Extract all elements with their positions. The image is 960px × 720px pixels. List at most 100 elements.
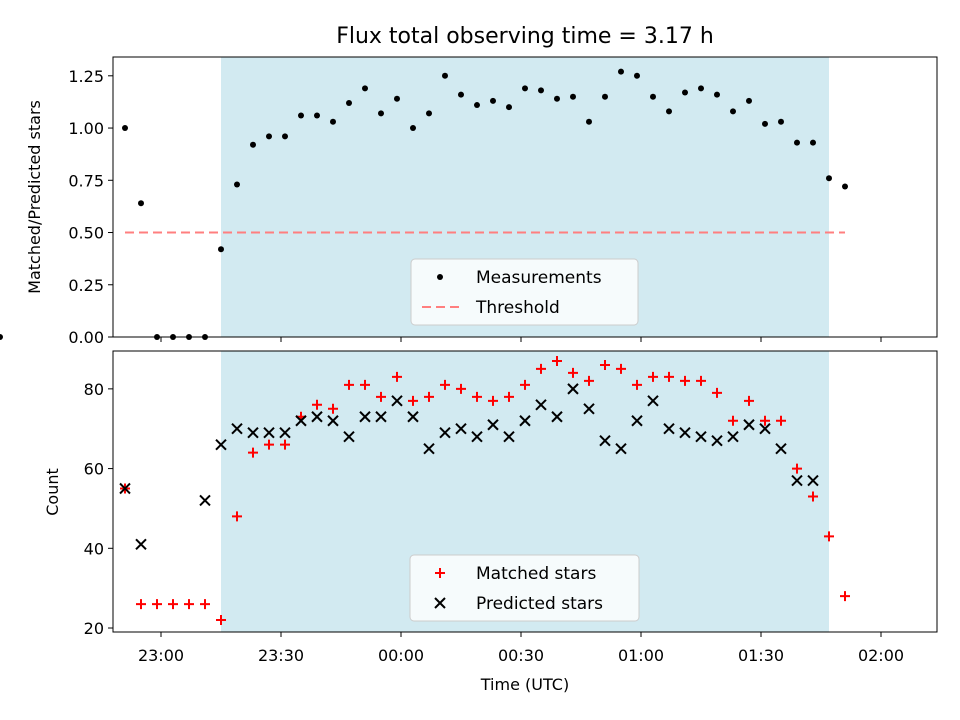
matched-star-point: [680, 375, 690, 386]
predicted-star-point: [791, 474, 803, 487]
matched-star-point: [648, 371, 658, 382]
bottom-legend-box: [409, 554, 640, 622]
matched-star-point: [360, 379, 370, 390]
bottom-y-tick-label: 80: [84, 380, 104, 399]
predicted-star-point: [199, 494, 211, 507]
matched-star-point: [488, 395, 498, 406]
matched-star-point: [616, 363, 626, 374]
predicted-star-point: [535, 399, 547, 411]
predicted-star-point: [631, 415, 643, 427]
measurement-point: [394, 95, 400, 102]
measurement-point: [602, 93, 608, 100]
bottom-y-tick-label: 60: [84, 460, 104, 479]
predicted-star-point: [471, 430, 483, 443]
measurement-point: [410, 125, 416, 132]
top-y-tick-label: 1.00: [68, 119, 104, 138]
legend-predicted-marker: [434, 597, 446, 609]
predicted-star-point: [519, 415, 531, 427]
matched-star-point: [424, 391, 434, 402]
measurement-point: [714, 91, 720, 98]
bottom-x-tick-label: 00:00: [378, 646, 424, 665]
legend-predicted-label: Predicted stars: [476, 594, 603, 614]
predicted-star-point: [247, 427, 259, 439]
bottom-y-tick-label: 20: [84, 619, 104, 638]
matched-star-point: [520, 379, 530, 390]
legend-matched-label: Matched stars: [476, 564, 596, 584]
bottom-x-label: Time (UTC): [480, 675, 569, 694]
bottom-x-tick-label: 00:30: [498, 646, 544, 665]
top-y-tick-label: 0.50: [68, 224, 104, 243]
measurement-point: [0, 334, 3, 340]
matched-stars-series: [120, 355, 850, 626]
bottom-y-label: Count: [43, 468, 62, 516]
matched-star-point: [760, 415, 770, 426]
matched-star-point: [200, 599, 210, 610]
bottom-y-axis: 20 40 60 80: [84, 380, 113, 638]
measurement-point: [698, 85, 704, 92]
top-y-tick-label: 0.25: [68, 276, 104, 295]
measurement-point: [490, 97, 496, 104]
matched-star-point: [152, 599, 162, 610]
matched-star-point: [728, 415, 738, 426]
measurement-point: [506, 104, 512, 111]
measurement-point: [746, 97, 752, 104]
matched-star-point: [392, 371, 402, 382]
matched-star-point: [824, 531, 834, 542]
measurement-point: [778, 118, 784, 125]
matched-star-point: [168, 599, 178, 610]
matched-star-point: [232, 511, 242, 522]
measurement-point: [426, 110, 432, 117]
predicted-star-point: [647, 395, 659, 407]
matched-star-point: [552, 355, 562, 366]
matched-star-point: [600, 359, 610, 370]
top-panel: 0.00 0.25 0.50 0.75 1.00 1.25 Matched/Predict…: [0, 56, 938, 347]
bottom-x-tick-label: 02:00: [858, 646, 904, 665]
measurement-point: [330, 118, 336, 125]
matched-star-point: [568, 367, 578, 378]
measurement-point: [474, 102, 480, 109]
top-legend: Measurements Threshold: [410, 258, 639, 326]
matched-star-point: [632, 379, 642, 390]
legend-threshold-label: Threshold: [475, 298, 560, 318]
top-y-tick-label: 0.75: [68, 171, 104, 190]
matched-star-point: [744, 395, 754, 406]
measurement-point: [442, 72, 448, 79]
measurement-point: [266, 133, 272, 140]
predicted-star-point: [391, 395, 403, 407]
measurement-point: [650, 93, 656, 100]
matched-star-point: [504, 391, 514, 402]
measurement-point: [842, 183, 848, 190]
predicted-star-point: [327, 415, 339, 427]
legend-measurements-marker: [437, 274, 443, 280]
matched-star-point: [792, 463, 802, 474]
predicted-star-point: [663, 423, 675, 435]
predicted-star-point: [359, 411, 371, 423]
predicted-star-point: [551, 411, 563, 423]
matched-star-point: [584, 375, 594, 386]
measurement-point: [314, 112, 320, 119]
matched-star-point: [248, 447, 258, 458]
measurement-point: [730, 108, 736, 115]
predicted-star-point: [743, 419, 755, 431]
figure-title: Flux total observing time = 3.17 h: [336, 24, 714, 49]
matched-star-point: [712, 387, 722, 398]
predicted-stars-series: [120, 384, 819, 551]
top-y-tick-label: 1.25: [68, 67, 104, 86]
predicted-star-point: [695, 430, 707, 443]
measurement-point: [762, 120, 768, 127]
predicted-star-point: [487, 419, 499, 431]
predicted-star-point: [407, 411, 419, 423]
bottom-x-tick-label: 23:00: [138, 646, 184, 665]
matched-star-point: [312, 399, 322, 410]
matched-star-point: [808, 491, 818, 502]
predicted-star-point: [423, 442, 435, 455]
matched-star-point: [696, 375, 706, 386]
bottom-legend: Matched stars Predicted stars: [409, 554, 640, 622]
predicted-star-point: [503, 430, 515, 443]
measurement-point: [138, 200, 144, 207]
matched-star-point: [280, 439, 290, 450]
predicted-star-point: [439, 427, 451, 439]
predicted-star-point: [279, 427, 291, 439]
matched-star-point: [408, 395, 418, 406]
